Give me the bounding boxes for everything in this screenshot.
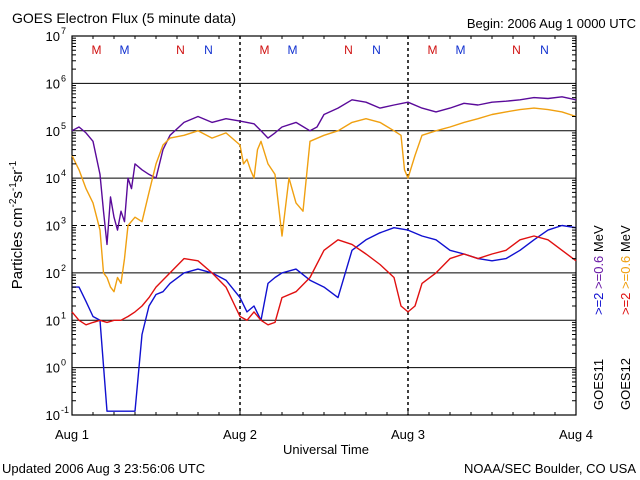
y-tick-exponent: 6 [61, 73, 66, 83]
grid-lines [72, 36, 576, 415]
y-axis-label-part: sr [9, 170, 26, 183]
legend-entry: MeV [591, 225, 606, 256]
y-axis-label-text: Particles cm-2s-1sr-1 [8, 160, 26, 289]
y-tick-exponent: 0 [61, 358, 66, 368]
x-tick-label: Aug 3 [391, 427, 425, 442]
y-axis-label: Particles cm-2s-1sr-1 [8, 160, 26, 289]
y-axis-label-part: s [9, 191, 26, 199]
updated-timestamp: Updated 2006 Aug 3 23:56:06 UTC [2, 461, 205, 476]
legend-entries: >=2 >=0.6 MeV [591, 225, 606, 315]
y-tick-exponent: 5 [61, 121, 66, 131]
legend-satellite: GOES11 [591, 359, 606, 410]
legend-entry: >=0.6 [618, 256, 633, 293]
series-line [71, 107, 577, 293]
x-tick-label: Aug 1 [55, 427, 89, 442]
legend-entry: >=0.6 [591, 256, 606, 293]
local-time-marker: N [176, 43, 185, 57]
local-time-marker: M [288, 43, 298, 57]
y-tick-label: 10 [46, 361, 60, 376]
chart-title: GOES Electron Flux (5 minute data) [12, 10, 236, 26]
series-line [71, 235, 577, 326]
local-time-marker: M [120, 43, 130, 57]
local-time-marker: M [456, 43, 466, 57]
y-tick-label: 10 [46, 408, 60, 423]
chart-legend: >=2 >=0.6 MeV GOES11 >=2 >=0.6 MeV GOES12 [591, 225, 633, 410]
y-tick-label: 10 [46, 171, 60, 186]
data-series [71, 96, 577, 412]
y-tick-label: 10 [46, 313, 60, 328]
series-line [71, 96, 577, 246]
begin-time: Begin: 2006 Aug 1 0000 UTC [467, 16, 636, 31]
y-tick-label: 10 [46, 29, 60, 44]
legend-column: >=2 >=0.6 MeV [591, 225, 606, 315]
y-axis-label-part: -2 [8, 198, 19, 207]
legend-satellite-label: GOES12 [618, 358, 633, 410]
x-tick-label: Aug 4 [559, 427, 593, 442]
legend-column: >=2 >=0.6 MeV [618, 225, 633, 315]
legend-satellite-label: GOES11 [591, 359, 606, 410]
y-tick-label: 10 [46, 76, 60, 91]
y-tick-exponent: 4 [61, 168, 66, 178]
legend-satellite: GOES12 [618, 358, 633, 410]
legend-entry: >=2 [618, 293, 633, 315]
x-axis-label: Universal Time [283, 442, 369, 457]
local-time-marker: N [204, 43, 213, 57]
legend-entry: MeV [618, 225, 633, 256]
y-tick-label: 10 [46, 266, 60, 281]
legend-entries: >=2 >=0.6 MeV [618, 225, 633, 315]
credit-text: NOAA/SEC Boulder, CO USA [464, 461, 636, 476]
y-tick-exponent: 2 [61, 263, 66, 273]
local-time-marker: M [92, 43, 102, 57]
y-axis-label-part: Particles cm [9, 208, 26, 290]
local-time-marker: N [512, 43, 521, 57]
local-time-marker: N [344, 43, 353, 57]
local-time-marker: N [540, 43, 549, 57]
y-tick-label: 10 [46, 219, 60, 234]
local-time-marker: M [260, 43, 270, 57]
y-tick-exponent: -1 [61, 405, 69, 415]
y-tick-exponent: 1 [61, 310, 66, 320]
y-tick-exponent: 3 [61, 216, 66, 226]
local-time-marker: M [428, 43, 438, 57]
y-tick-label: 10 [46, 124, 60, 139]
local-time-marker: N [372, 43, 381, 57]
legend-entry: >=2 [591, 293, 606, 315]
series-line [72, 224, 577, 412]
x-tick-label: Aug 2 [223, 427, 257, 442]
y-axis-label-part: -1 [8, 160, 19, 169]
y-axis-label-part: -1 [8, 182, 19, 191]
y-tick-exponent: 7 [61, 26, 66, 36]
